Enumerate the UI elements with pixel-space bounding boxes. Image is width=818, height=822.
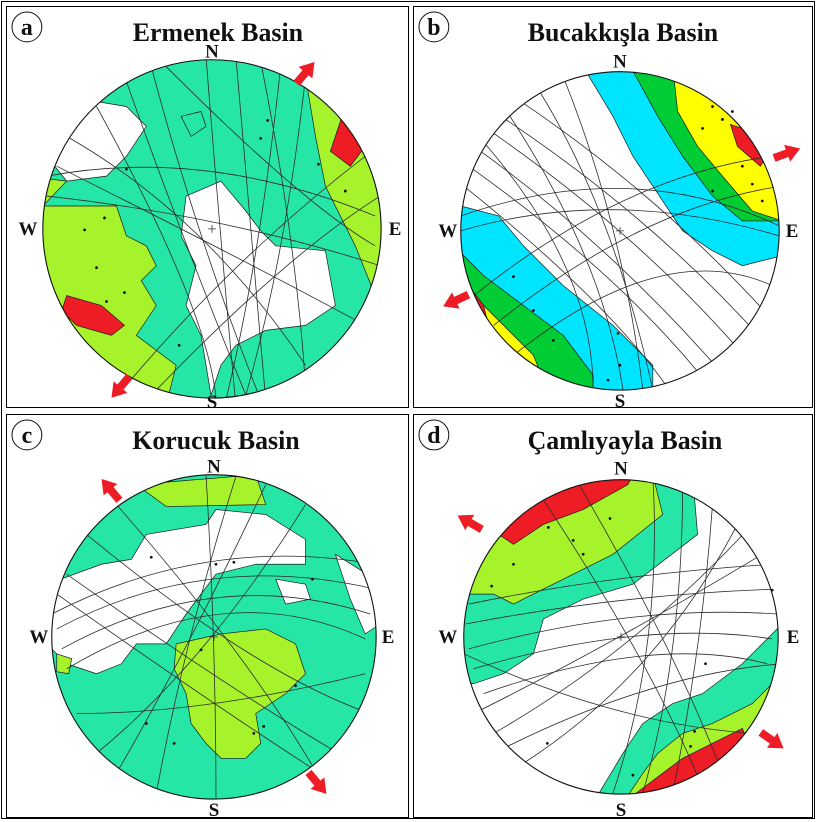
- great-circles: [463, 479, 779, 794]
- compass-east: E: [389, 219, 402, 240]
- panel-letter-circle: [11, 419, 43, 451]
- stereonet-d: d Çamlıyayla Basin N S W: [418, 419, 800, 817]
- contour-fill: [42, 59, 382, 399]
- stereonet-rim: [460, 71, 780, 391]
- compass-north: N: [614, 459, 628, 480]
- panel-letter: b: [427, 15, 440, 41]
- stereonet-rim: [463, 479, 779, 795]
- compass-west: W: [438, 627, 457, 648]
- compass-north: N: [613, 52, 627, 73]
- compass-west: W: [29, 627, 48, 648]
- compass-west: W: [438, 221, 457, 242]
- great-circles: [51, 474, 376, 799]
- center-mark: [615, 226, 624, 235]
- panel-letter-circle: [418, 11, 450, 43]
- contour-fill: [463, 479, 779, 795]
- panel-letter-circle: [11, 11, 43, 43]
- compass-south: S: [209, 800, 220, 817]
- compass-south: S: [615, 391, 626, 407]
- stereonet-b: b Bucakkışla Basin: [418, 11, 801, 407]
- stereonet-c: c Korucuk Basin N S W E: [11, 419, 395, 817]
- panel-letter: c: [22, 423, 33, 449]
- panel-a: a Ermenek Basin N S: [6, 6, 409, 408]
- extension-arrow-sw: [443, 291, 471, 309]
- pole-points: [83, 119, 347, 347]
- panel-title: Bucakkışla Basin: [528, 18, 718, 47]
- stereonet-a: a Ermenek Basin N S: [11, 11, 402, 407]
- compass-west: W: [18, 219, 37, 240]
- extension-arrow-nw: [457, 514, 484, 533]
- extension-arrow-sw: [111, 373, 133, 398]
- panel-letter: a: [21, 15, 33, 41]
- center-mark: [616, 632, 625, 641]
- extension-arrow-e: [772, 144, 801, 162]
- compass-east: E: [787, 627, 800, 648]
- stereonet-rim: [42, 59, 382, 399]
- great-circles: [460, 76, 780, 391]
- compass-east: E: [786, 221, 799, 242]
- pole-points: [512, 105, 764, 382]
- compass-north: N: [207, 457, 221, 478]
- extension-arrow-nw: [101, 478, 123, 503]
- compass-south: S: [616, 800, 627, 817]
- compass-north: N: [205, 42, 219, 63]
- extension-arrow-se: [305, 769, 327, 794]
- extension-arrow-ne: [293, 62, 315, 86]
- panel-letter: d: [427, 423, 441, 449]
- compass-east: E: [382, 627, 395, 648]
- panel-title: Korucuk Basin: [132, 426, 299, 455]
- pole-points: [490, 517, 774, 777]
- pole-points: [144, 555, 314, 745]
- contour-fill: [460, 71, 780, 391]
- stereonet-rim: [51, 474, 377, 800]
- compass-south: S: [207, 392, 218, 407]
- extension-arrow-se: [758, 729, 784, 749]
- panel-title: Ermenek Basin: [133, 18, 303, 47]
- panel-letter-circle: [418, 419, 450, 451]
- center-mark: [207, 224, 216, 233]
- great-circles: [46, 59, 381, 399]
- panel-d: d Çamlıyayla Basin N S W: [413, 414, 813, 818]
- panel-b: b Bucakkışla Basin: [413, 6, 813, 408]
- center-mark: [209, 632, 218, 641]
- panel-title: Çamlıyayla Basin: [528, 426, 723, 455]
- panel-c: c Korucuk Basin N S W E: [6, 414, 409, 818]
